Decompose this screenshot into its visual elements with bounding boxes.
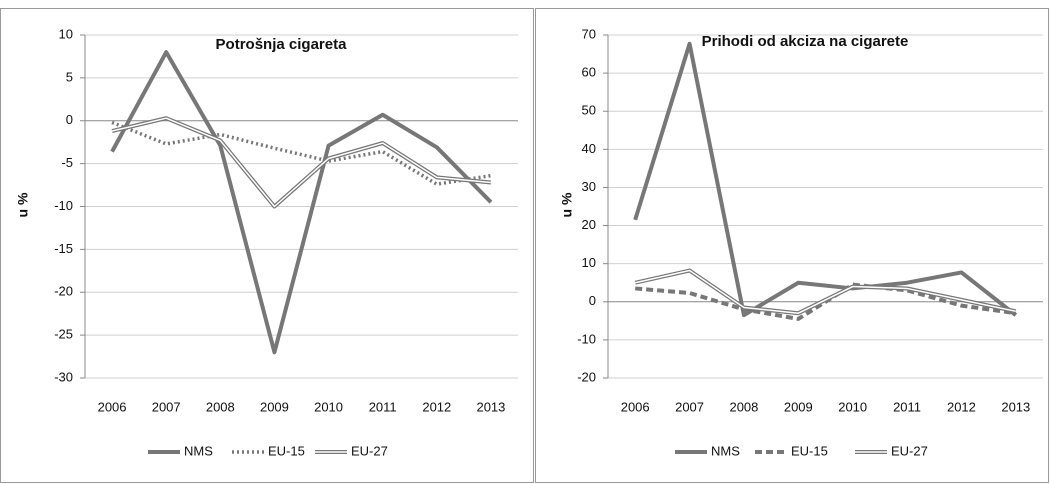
x-tick-label: 2013 [476,399,505,414]
y-tick-label: -15 [54,241,73,256]
legend-label: EU-15 [791,443,828,458]
chart-title: Prihodi od akciza na cigarete [702,33,909,50]
y-tick-label: 60 [582,65,596,80]
y-tick-label: 10 [582,255,596,270]
x-tick-label: 2008 [729,399,758,414]
panel-border [0,8,534,483]
x-tick-label: 2011 [369,399,397,414]
x-tick-label: 2011 [893,399,921,414]
y-tick-label: -10 [577,331,596,346]
legend-label: EU-27 [351,443,388,458]
y-tick-label: -10 [54,198,73,213]
legend-label: NMS [184,443,213,458]
series-line-inner [111,117,492,208]
y-tick-label: -20 [54,284,73,299]
y-tick-label: -20 [577,369,596,384]
y-tick-label: 30 [582,179,596,194]
x-tick-label: 2008 [206,399,235,414]
y-tick-label: -30 [54,369,73,384]
legend-label: NMS [711,443,740,458]
legend-label: EU-27 [891,443,928,458]
series-line [111,120,492,186]
x-tick-label: 2012 [422,399,451,414]
x-tick-label: 2010 [314,399,343,414]
y-tick-label: -25 [54,327,73,342]
y-tick-label: 0 [66,112,73,127]
x-tick-label: 2007 [152,399,181,414]
x-tick-label: 2010 [838,399,867,414]
y-tick-label: 50 [582,103,596,118]
x-tick-label: 2012 [947,399,976,414]
series-line [110,50,493,355]
y-tick-label: 40 [582,141,596,156]
x-tick-label: 2006 [621,399,650,414]
y-tick-label: 0 [589,293,596,308]
y-tick-label: 70 [582,26,596,41]
series-line [633,41,1018,318]
x-tick-label: 2006 [98,399,127,414]
y-axis-label: u % [559,192,575,217]
x-tick-label: 2009 [260,399,289,414]
y-tick-label: 20 [582,217,596,232]
chart-title: Potrošnja cigareta [216,36,348,53]
legend-label: EU-15 [268,443,305,458]
y-tick-label: 10 [59,26,73,41]
y-tick-label: 5 [66,69,73,84]
x-tick-label: 2009 [784,399,813,414]
y-axis-label: u % [15,192,31,217]
x-tick-label: 2013 [1001,399,1030,414]
y-tick-label: -5 [61,155,73,170]
series-line-inner [635,269,1016,314]
panel-border [535,8,1049,483]
x-tick-label: 2007 [675,399,704,414]
